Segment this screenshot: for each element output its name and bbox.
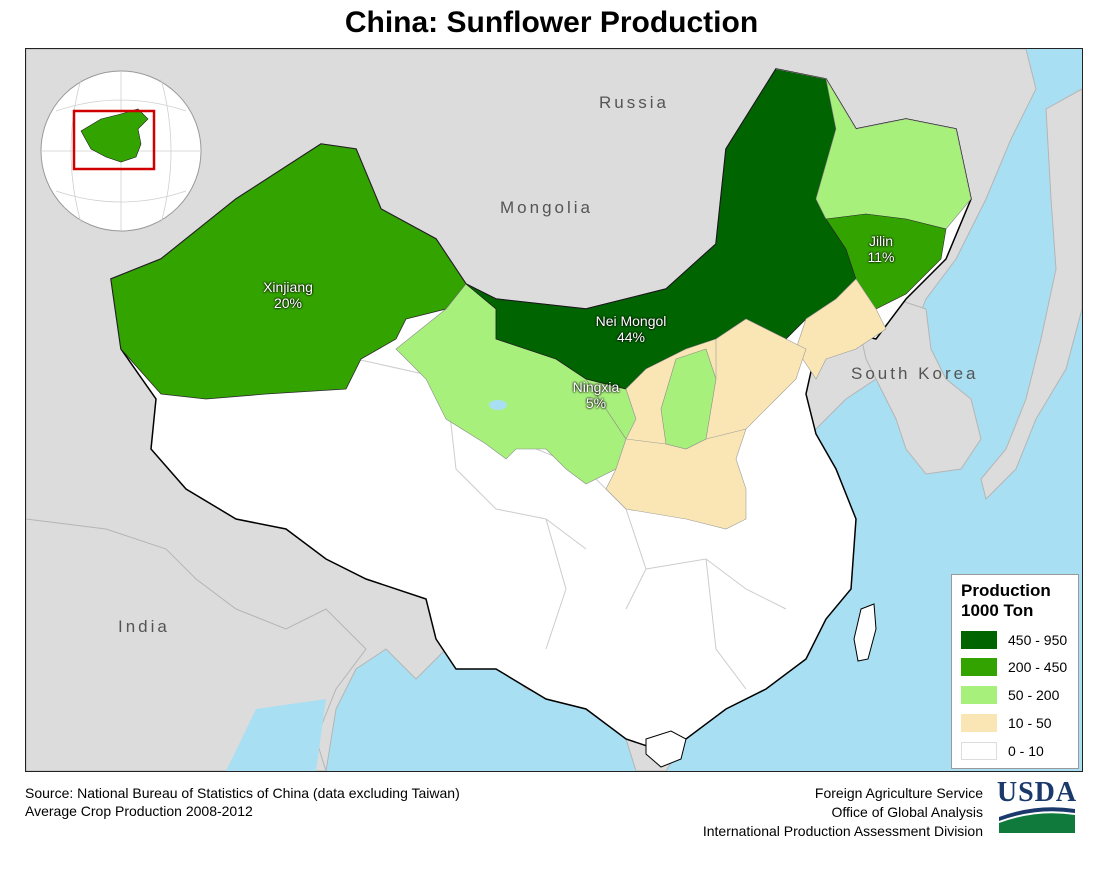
qinghai-lake: [489, 400, 507, 410]
agency-line2: Office of Global Analysis: [831, 804, 983, 820]
label-ningxia-name: Ningxia: [572, 379, 620, 395]
label-nei-mongol: Nei Mongol 44%: [581, 313, 681, 345]
legend-label: 0 - 10: [1008, 743, 1044, 759]
legend-item: 0 - 10: [961, 742, 1076, 762]
locator-frame: [72, 109, 156, 171]
legend-label: 10 - 50: [1008, 715, 1052, 731]
map-frame: Russia Mongolia South Korea India Xinjia…: [25, 48, 1083, 772]
label-mongolia: Mongolia: [500, 198, 593, 217]
source-line2: Average Crop Production 2008-2012: [25, 803, 253, 819]
label-ningxia-share: 5%: [585, 395, 607, 411]
label-xinjiang: Xinjiang 20%: [248, 279, 328, 311]
province-borders-north: [625, 339, 747, 445]
legend-swatch: [961, 686, 997, 704]
legend-title: Production 1000 Ton: [961, 581, 1051, 621]
legend-swatch: [961, 742, 997, 760]
agency-line3: International Production Assessment Divi…: [702, 823, 983, 839]
bay-of-bengal: [226, 699, 326, 771]
legend-label: 200 - 450: [1008, 659, 1068, 675]
legend-swatch: [961, 631, 997, 649]
agency-credit: Foreign Agriculture Service Office of Gl…: [703, 784, 983, 841]
legend-title-line1: Production: [961, 581, 1051, 600]
label-jilin: Jilin 11%: [856, 233, 906, 265]
map-canvas: [26, 49, 1082, 771]
label-india: India: [118, 617, 170, 636]
label-nei-mongol-name: Nei Mongol: [595, 313, 667, 329]
legend-label: 50 - 200: [1008, 687, 1060, 703]
usda-logo: USDA: [995, 777, 1079, 835]
label-russia: Russia: [599, 93, 669, 112]
label-jilin-share: 11%: [867, 249, 895, 265]
label-ningxia: Ningxia 5%: [561, 379, 631, 411]
source-note: Source: National Bureau of Statistics of…: [25, 784, 460, 820]
agency-line1: Foreign Agriculture Service: [814, 785, 983, 801]
usda-logo-swoosh: [999, 807, 1075, 833]
legend-label: 450 - 950: [1008, 632, 1068, 648]
label-nei-mongol-share: 44%: [616, 329, 646, 345]
label-jilin-name: Jilin: [868, 233, 894, 249]
label-xinjiang-share: 20%: [273, 295, 303, 311]
locator-china-shape: [80, 108, 149, 163]
province-liaoning: [795, 278, 887, 380]
legend-swatch: [961, 714, 997, 732]
legend-item: 450 - 950: [961, 631, 1076, 651]
japan: [980, 88, 1082, 500]
korean-peninsula: [855, 298, 982, 475]
legend-item: 50 - 200: [961, 686, 1076, 706]
legend-item: 200 - 450: [961, 658, 1076, 678]
hainan-island: [645, 730, 687, 768]
label-xinjiang-name: Xinjiang: [263, 279, 313, 295]
legend-item: 10 - 50: [961, 714, 1076, 734]
label-south-korea: South Korea: [851, 364, 979, 383]
legend-swatch: [961, 658, 997, 676]
map-title: China: Sunflower Production: [344, 6, 759, 39]
source-line1: Source: National Bureau of Statistics of…: [25, 785, 460, 801]
province-xinjiang: [110, 143, 467, 400]
usda-logo-text: USDA: [996, 777, 1078, 808]
legend-title-line2: 1000 Ton: [961, 601, 1034, 620]
legend: Production 1000 Ton 450 - 950 200 - 450 …: [951, 574, 1079, 769]
province-jilin: [825, 213, 947, 310]
taiwan-island: [853, 603, 877, 662]
